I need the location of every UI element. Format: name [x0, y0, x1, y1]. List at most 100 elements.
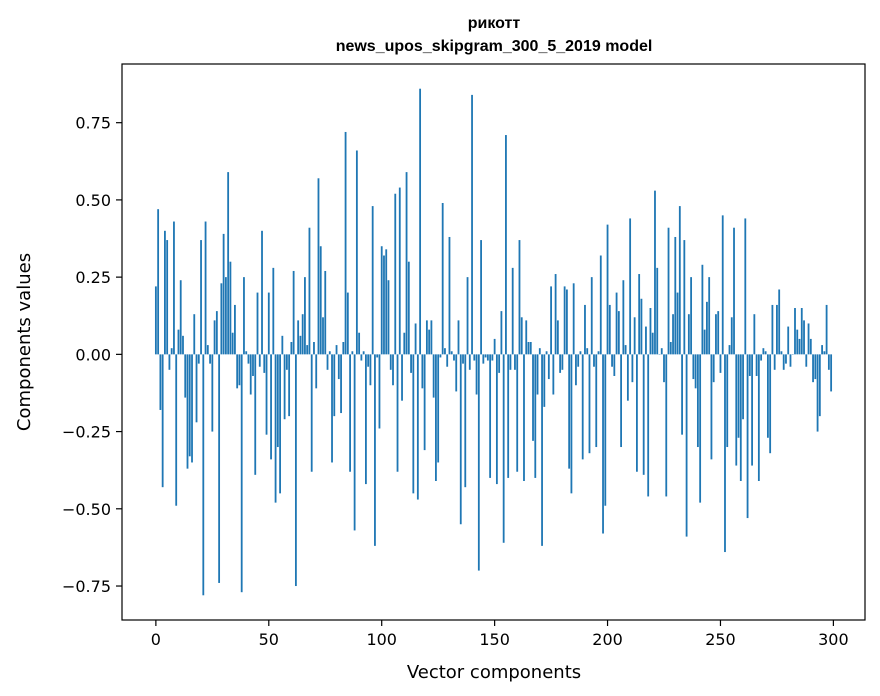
bar-296	[823, 351, 826, 355]
bar-260	[742, 354, 744, 420]
bar-195	[595, 354, 598, 448]
bar-29	[220, 283, 223, 355]
bar-20	[200, 240, 202, 355]
bar-108	[398, 187, 401, 355]
bar-31	[224, 277, 227, 355]
bar-206	[620, 354, 622, 448]
bar-288	[805, 354, 808, 367]
bar-26	[213, 320, 216, 355]
bar-69	[310, 354, 313, 472]
bar-35	[234, 304, 236, 355]
bar-144	[480, 240, 482, 355]
bar-239	[694, 354, 697, 389]
y-axis-ticks: −0.75 −0.50 −0.25 0.00 0.25 0.50 0.75	[62, 114, 122, 596]
bar-19	[197, 354, 200, 364]
bar-202	[611, 354, 613, 367]
bar-40	[245, 351, 248, 355]
bar-222	[656, 267, 659, 355]
bar-217	[645, 326, 647, 355]
bar-65	[301, 314, 304, 355]
bar-196	[597, 351, 600, 355]
bar-6	[168, 354, 171, 370]
bar-134	[457, 320, 460, 355]
bar-125	[437, 354, 440, 463]
bar-71	[315, 354, 318, 389]
bar-183	[568, 354, 571, 469]
y-tick-label: 0.25	[75, 268, 111, 287]
bar-109	[401, 354, 403, 401]
bar-268	[760, 354, 763, 361]
bar-0	[154, 286, 157, 355]
x-tick-label: 100	[366, 630, 397, 649]
bar-160	[516, 354, 519, 472]
bar-86	[349, 354, 351, 472]
bar-191	[586, 348, 589, 355]
bar-79	[333, 354, 336, 417]
bar-189	[581, 354, 584, 460]
bar-106	[394, 193, 397, 355]
bar-185	[572, 283, 575, 355]
bar-249	[717, 311, 720, 355]
y-tick-label: 0.50	[75, 191, 111, 210]
bar-269	[762, 348, 765, 355]
bar-200	[606, 224, 609, 355]
bar-64	[299, 335, 302, 355]
bar-84	[344, 131, 347, 355]
bar-155	[505, 135, 507, 355]
bar-57	[283, 354, 286, 420]
bar-136	[462, 354, 464, 364]
bar-137	[464, 354, 467, 488]
bar-62	[294, 354, 297, 587]
bar-162	[520, 317, 523, 355]
bar-95	[369, 354, 372, 386]
bar-284	[796, 329, 799, 355]
bar-153	[500, 311, 503, 355]
bar-221	[654, 190, 656, 355]
bar-129	[446, 354, 449, 367]
bar-161	[518, 240, 521, 355]
bar-39	[243, 277, 245, 355]
bar-131	[450, 351, 453, 355]
bar-253	[726, 354, 729, 448]
bar-94	[367, 354, 370, 367]
bar-289	[807, 323, 810, 355]
bar-76	[326, 354, 329, 370]
bar-299	[830, 354, 833, 392]
bar-47	[261, 230, 263, 355]
x-tick-label: 150	[479, 630, 510, 649]
bar-287	[803, 320, 805, 355]
bar-2	[159, 354, 162, 410]
bar-244	[706, 301, 708, 355]
bar-27	[215, 311, 218, 355]
bar-173	[545, 351, 548, 355]
bar-63	[297, 320, 300, 355]
bar-204	[615, 292, 618, 355]
bar-44	[254, 354, 257, 475]
bar-5	[166, 240, 169, 355]
bar-78	[331, 354, 333, 463]
bar-243	[703, 329, 706, 355]
bar-198	[602, 354, 604, 534]
bar-128	[444, 348, 446, 355]
bar-149	[491, 354, 494, 361]
bar-218	[647, 354, 650, 497]
bar-58	[285, 354, 288, 370]
bar-119	[423, 354, 426, 451]
bar-67	[306, 345, 309, 355]
bar-228	[669, 342, 672, 355]
bar-50	[267, 292, 270, 355]
bar-286	[800, 308, 803, 355]
bar-142	[475, 354, 478, 395]
bar-102	[385, 249, 388, 355]
bar-298	[827, 354, 830, 370]
bar-219	[649, 308, 652, 355]
bar-281	[789, 354, 792, 367]
bar-55	[279, 354, 281, 494]
bar-83	[342, 342, 345, 355]
y-tick-label: −0.50	[62, 500, 111, 519]
bar-104	[389, 354, 392, 370]
bar-75	[324, 270, 327, 355]
bar-23	[206, 345, 209, 355]
bar-220	[651, 332, 654, 355]
